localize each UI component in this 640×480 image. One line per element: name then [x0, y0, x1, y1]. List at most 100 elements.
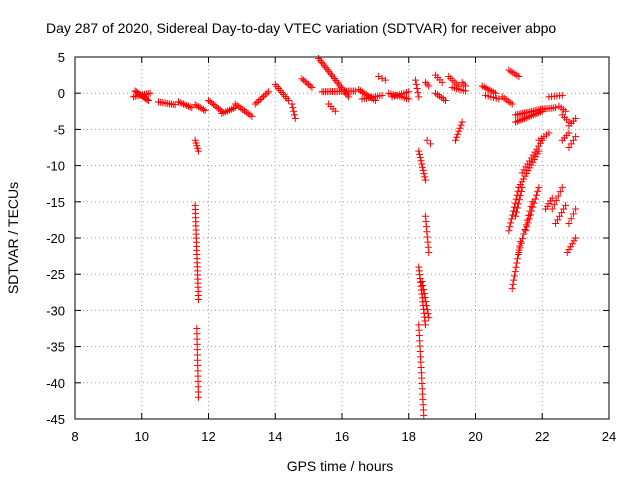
data-point — [572, 205, 580, 213]
data-point — [420, 285, 428, 293]
data-point — [194, 296, 202, 304]
data-point — [512, 195, 520, 203]
data-point — [492, 89, 500, 97]
data-point — [291, 115, 299, 123]
data-point — [565, 144, 573, 151]
data-point — [513, 117, 521, 125]
data-point — [423, 306, 431, 314]
data-point — [529, 203, 537, 211]
data-point — [417, 157, 425, 165]
data-point — [253, 99, 261, 107]
data-point — [331, 107, 339, 115]
data-point — [525, 212, 533, 220]
data-point — [558, 209, 566, 217]
data-point — [251, 100, 259, 108]
data-point — [333, 78, 341, 86]
data-point — [572, 133, 580, 141]
data-point — [330, 75, 338, 83]
data-point — [556, 212, 564, 220]
data-point — [506, 223, 514, 231]
data-point — [421, 294, 429, 302]
data-point — [415, 147, 423, 155]
data-point — [146, 89, 154, 97]
data-point — [552, 196, 560, 204]
data-point — [460, 80, 468, 88]
y-axis-label: SDTVAR / TECUs — [5, 182, 21, 294]
data-point — [461, 82, 469, 90]
data-point — [184, 102, 192, 110]
data-point — [423, 136, 431, 144]
data-point — [316, 56, 324, 64]
data-point — [516, 244, 524, 252]
data-point — [201, 107, 209, 115]
data-point — [519, 115, 527, 123]
data-point — [422, 298, 430, 306]
data-point — [421, 176, 429, 184]
data-point — [527, 202, 535, 210]
x-tick-label: 18 — [402, 429, 416, 444]
data-point — [188, 104, 196, 112]
data-point — [216, 106, 224, 114]
y-tick-label: -35 — [46, 340, 65, 355]
y-tick-label: -45 — [46, 412, 65, 427]
data-point — [512, 212, 520, 220]
chart-title: Day 287 of 2020, Sidereal Day-to-day VTE… — [46, 20, 556, 36]
data-point — [512, 263, 520, 271]
data-point — [421, 321, 429, 329]
data-point — [414, 89, 422, 97]
data-point — [288, 100, 296, 108]
data-point — [512, 118, 520, 126]
data-point — [526, 112, 534, 120]
data-point — [548, 194, 556, 202]
data-point — [524, 160, 532, 168]
grid-lines — [75, 57, 609, 419]
data-point — [528, 112, 536, 120]
x-tick-label: 10 — [135, 429, 149, 444]
data-point — [572, 115, 580, 123]
data-point — [517, 239, 525, 247]
data-point — [550, 201, 558, 209]
data-point — [323, 65, 331, 73]
data-point — [194, 393, 202, 401]
data-point — [548, 205, 556, 213]
y-tick-label: -40 — [46, 376, 65, 391]
data-point — [513, 208, 521, 216]
y-tick-label: -20 — [46, 231, 65, 246]
y-tick-label: 5 — [58, 50, 65, 65]
data-point — [179, 100, 187, 108]
data-point — [438, 78, 446, 86]
data-point — [531, 148, 539, 156]
data-point — [315, 54, 323, 62]
data-point — [375, 73, 383, 81]
data-point — [454, 130, 462, 138]
data-point — [529, 151, 537, 159]
data-point — [420, 411, 428, 419]
data-point — [176, 99, 184, 107]
data-point — [441, 96, 449, 104]
data-point — [519, 235, 527, 243]
data-point — [425, 248, 433, 256]
data-point — [533, 145, 541, 153]
data-point — [533, 109, 541, 117]
data-point — [511, 268, 519, 276]
data-point — [405, 95, 413, 103]
data-point — [451, 136, 459, 144]
data-point — [527, 154, 535, 162]
data-point — [326, 69, 334, 77]
data-point — [456, 124, 464, 132]
data-point — [319, 60, 327, 68]
data-point — [378, 91, 386, 99]
data-point — [524, 219, 532, 227]
data-point — [531, 110, 539, 118]
data-point — [332, 76, 340, 84]
data-point — [248, 112, 256, 120]
data-point — [508, 285, 516, 293]
data-point — [421, 173, 429, 181]
data-point — [143, 96, 151, 104]
data-point — [453, 133, 461, 141]
data-point — [300, 76, 308, 84]
data-point — [405, 88, 413, 96]
y-tick-label: -25 — [46, 267, 65, 282]
data-point — [181, 101, 189, 109]
data-point — [535, 142, 543, 150]
